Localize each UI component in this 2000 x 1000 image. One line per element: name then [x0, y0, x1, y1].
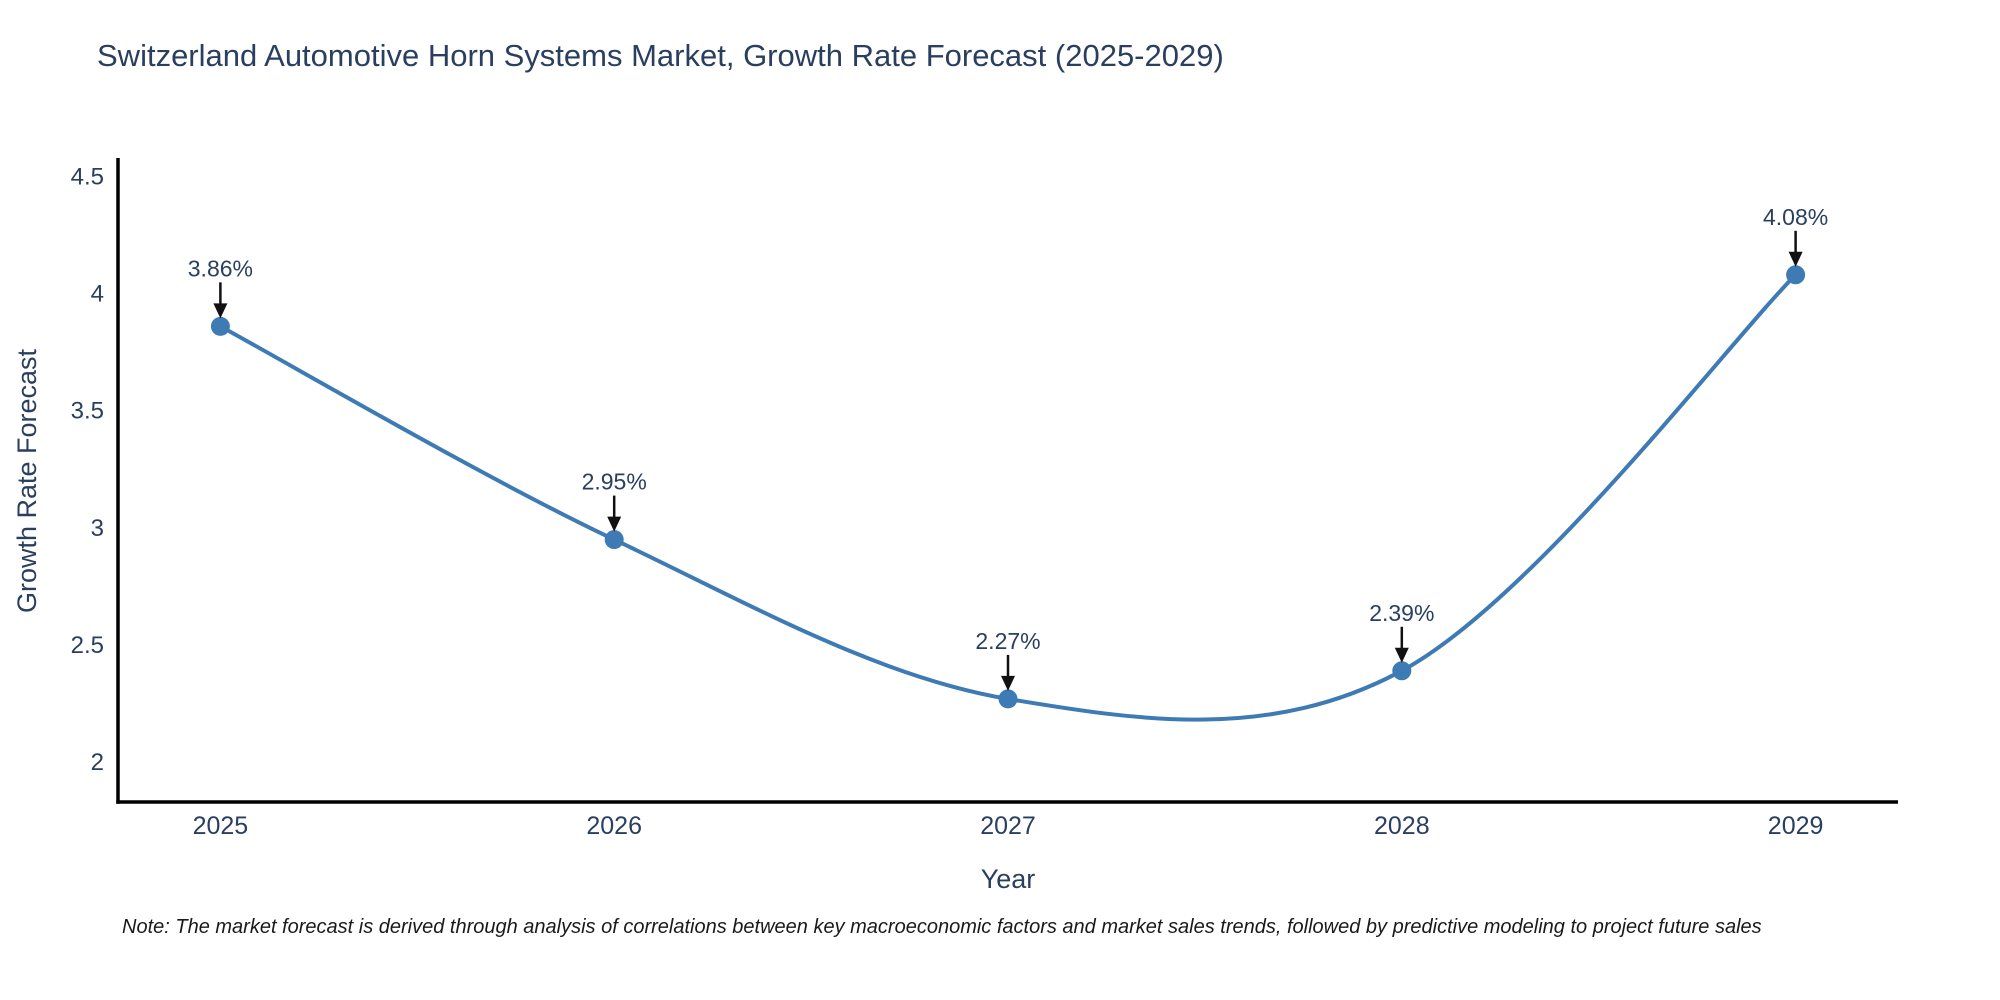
y-tick-label: 2.5: [71, 632, 104, 659]
data-point-marker: [1392, 661, 1412, 681]
x-tick-label: 2029: [1768, 812, 1824, 840]
annotation-arrowhead: [607, 516, 622, 532]
x-tick-label: 2027: [980, 812, 1036, 840]
x-tick-label: 2028: [1374, 812, 1430, 840]
y-tick-label: 4.5: [71, 163, 104, 190]
annotation-arrowhead: [1788, 251, 1803, 267]
y-tick-label: 2: [91, 749, 104, 776]
annotation-label: 3.86%: [188, 255, 253, 281]
x-axis-label: Year: [981, 864, 1036, 894]
annotation-arrowhead: [213, 303, 228, 319]
chart-title: Switzerland Automotive Horn Systems Mark…: [97, 38, 1224, 73]
data-point-marker: [1786, 265, 1806, 285]
data-point-marker: [210, 316, 230, 336]
x-tick-label: 2025: [193, 812, 249, 840]
y-tick-label: 4: [91, 281, 104, 308]
data-point-marker: [998, 689, 1018, 709]
annotation-label: 2.95%: [582, 469, 647, 495]
y-tick-label: 3: [91, 515, 104, 542]
annotation-label: 4.08%: [1763, 204, 1828, 230]
x-tick-label: 2026: [586, 812, 642, 840]
annotation-arrowhead: [1394, 647, 1409, 663]
annotation-label: 2.39%: [1369, 600, 1434, 626]
y-axis-label: Growth Rate Forecast: [12, 348, 42, 613]
data-point-marker: [604, 530, 624, 550]
y-tick-label: 3.5: [71, 398, 104, 425]
footnote: Note: The market forecast is derived thr…: [122, 916, 1762, 938]
annotation-label: 2.27%: [975, 628, 1040, 654]
annotation-arrowhead: [1001, 675, 1015, 691]
